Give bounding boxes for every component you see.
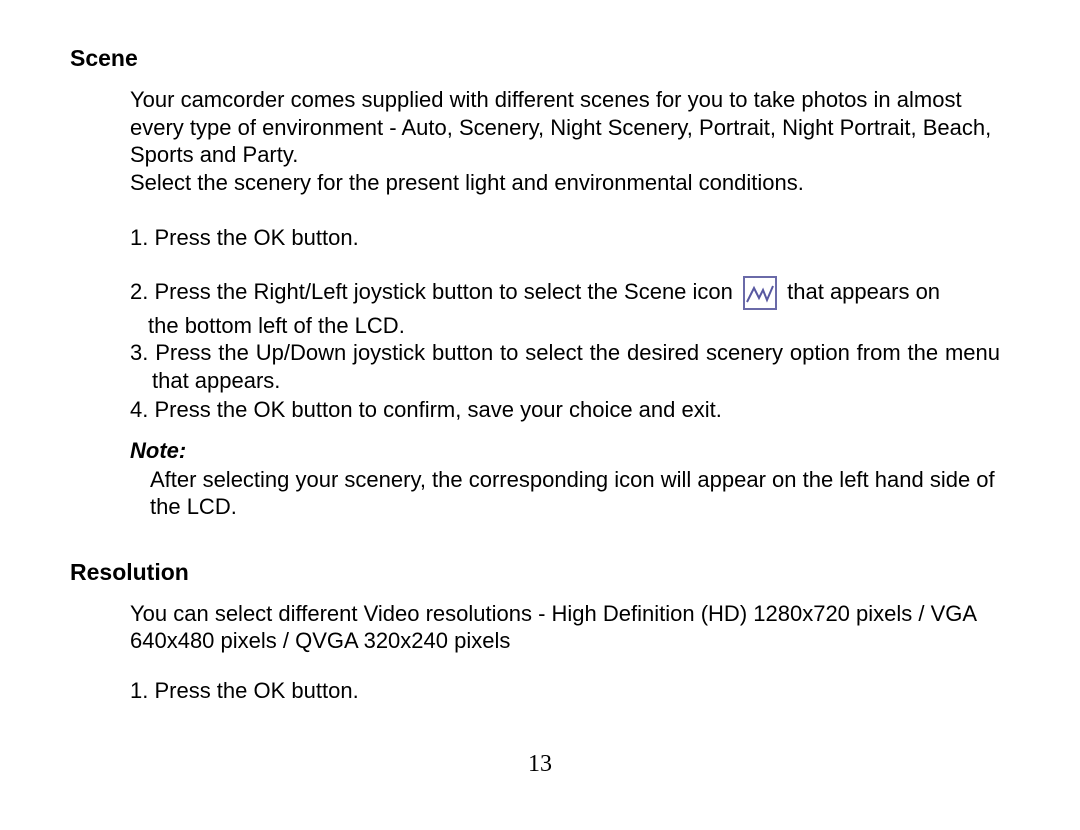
scene-step-2c: the bottom left of the LCD. (148, 312, 1010, 340)
scene-icon (743, 276, 777, 310)
scene-step-2a: 2. Press the Right/Left joystick button … (130, 278, 733, 303)
resolution-step-1: 1. Press the OK button. (130, 677, 1010, 705)
scene-intro-2: Select the scenery for the present light… (130, 170, 804, 195)
scene-step-3: 3. Press the Up/Down joystick button to … (130, 339, 1000, 394)
scene-intro-1: Your camcorder comes supplied with diffe… (130, 87, 991, 167)
scene-step-2: 2. Press the Right/Left joystick button … (130, 276, 1010, 310)
scene-intro: Your camcorder comes supplied with diffe… (130, 86, 1010, 196)
page-number: 13 (0, 751, 1080, 778)
scene-step-4: 4. Press the OK button to confirm, save … (130, 396, 1010, 424)
note-text: After selecting your scenery, the corres… (150, 466, 1010, 521)
note-label: Note: (130, 438, 1010, 464)
scene-heading: Scene (70, 45, 1010, 72)
scene-step-2b: that appears on (787, 278, 940, 303)
resolution-intro: You can select different Video resolutio… (130, 600, 1010, 655)
scene-step-1: 1. Press the OK button. (130, 224, 1010, 252)
resolution-heading: Resolution (70, 559, 1010, 586)
